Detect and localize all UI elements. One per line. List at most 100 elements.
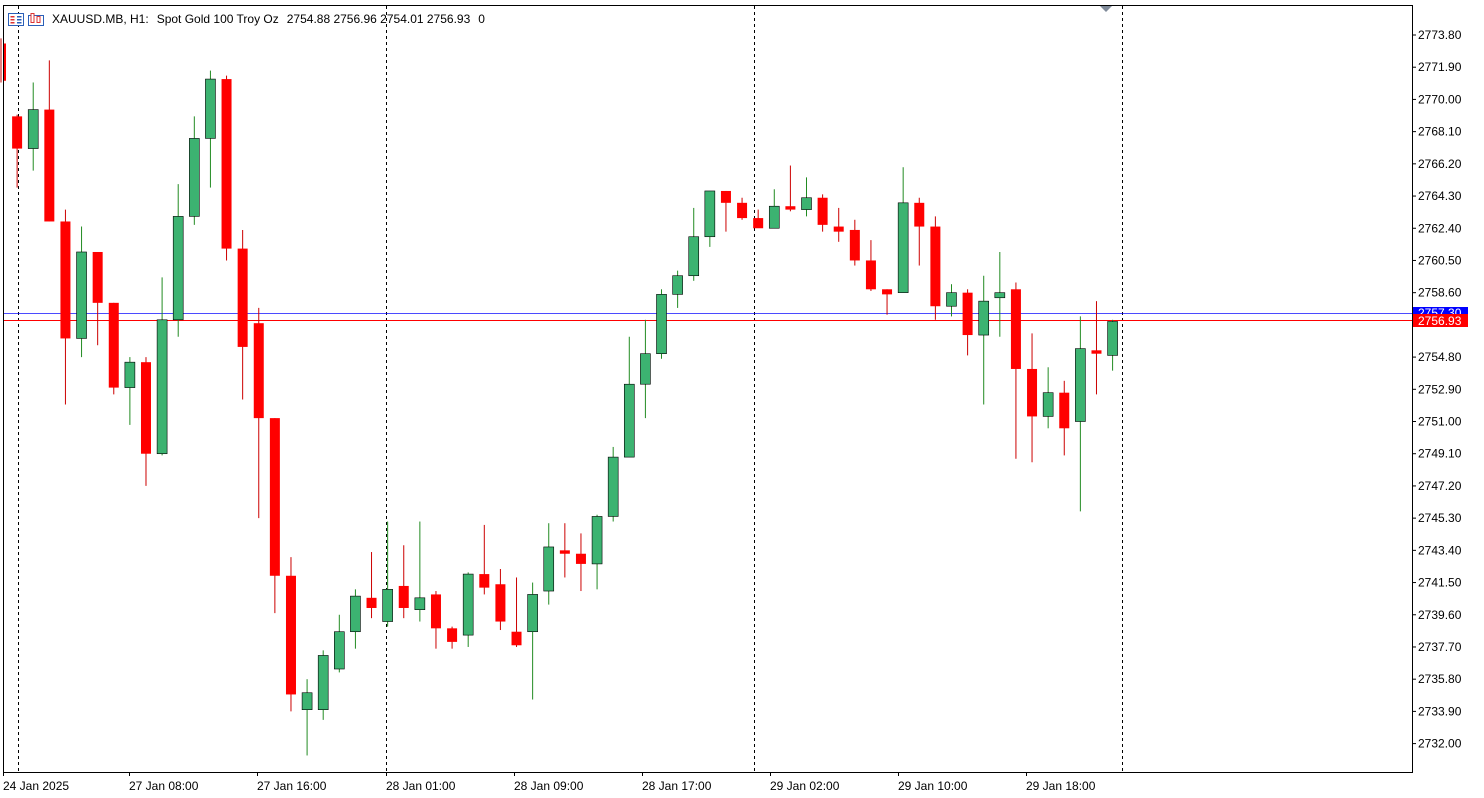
candle	[704, 190, 716, 247]
time-tick-label: 28 Jan 01:00	[386, 779, 456, 793]
chart-shift-marker-icon[interactable]	[1100, 6, 1112, 12]
candle	[543, 523, 555, 605]
candle-body	[994, 292, 1006, 299]
time-tick-label: 29 Jan 18:00	[1026, 779, 1096, 793]
trade-panel-icon[interactable]	[8, 12, 24, 26]
candle-body	[720, 190, 731, 203]
candle	[753, 209, 764, 229]
candle-body	[398, 585, 409, 608]
candle	[237, 229, 248, 400]
candle-body	[1075, 348, 1086, 422]
candle-body	[156, 319, 168, 455]
candle-body	[607, 456, 619, 517]
candle	[334, 614, 345, 673]
last-price-tag-label: 2756.93	[1418, 314, 1462, 328]
candles	[0, 38, 1118, 756]
candle	[640, 319, 651, 419]
candle-body	[591, 516, 603, 565]
candle-body	[382, 589, 393, 622]
price-tick-label: 2766.20	[1418, 157, 1462, 171]
candle-body	[301, 692, 313, 710]
candle-body	[930, 226, 941, 307]
candle	[559, 523, 570, 578]
candle-body	[60, 221, 71, 339]
candle	[60, 209, 71, 405]
candle-body	[447, 628, 458, 642]
candle-body	[559, 550, 570, 554]
candle	[253, 307, 264, 519]
candle-body	[817, 197, 828, 225]
price-tick-label: 2752.90	[1418, 382, 1462, 396]
time-tick-label: 29 Jan 02:00	[770, 779, 840, 793]
candle-body	[350, 595, 361, 633]
header-volume: 0	[478, 12, 485, 26]
candle-body	[221, 79, 232, 249]
price-tick-label: 2771.90	[1418, 60, 1462, 74]
price-tick-label: 2732.00	[1418, 737, 1462, 751]
price-tick-label: 2770.00	[1418, 92, 1462, 106]
price-tick-label: 2739.60	[1418, 608, 1462, 622]
time-tick-label: 29 Jan 10:00	[898, 779, 968, 793]
price-tick-label: 2741.50	[1418, 576, 1462, 590]
candle	[124, 357, 136, 425]
candle-body	[1010, 289, 1021, 369]
candle	[930, 216, 941, 320]
candle	[27, 82, 39, 171]
candle-body	[462, 573, 474, 636]
candle	[462, 572, 474, 647]
candle-body	[172, 216, 184, 321]
candle-body	[946, 292, 957, 307]
candle	[962, 289, 973, 356]
candle-body	[575, 553, 586, 564]
candle-body	[543, 546, 555, 592]
candle	[865, 240, 876, 291]
candle-body	[897, 202, 909, 293]
time-tick-label: 27 Jan 16:00	[257, 779, 327, 793]
candle	[833, 207, 844, 242]
price-tick-label: 2773.80	[1418, 28, 1462, 42]
candle-body	[1107, 321, 1118, 356]
candle-body	[27, 109, 39, 149]
plot-frame	[3, 5, 1413, 773]
candle	[1091, 301, 1102, 395]
candle-body	[656, 294, 667, 355]
candle-body	[269, 418, 280, 576]
candle	[414, 521, 426, 622]
candle	[205, 70, 216, 188]
indicator-icon[interactable]	[28, 12, 44, 26]
candle-body	[688, 236, 700, 277]
price-tick-label: 2737.70	[1418, 640, 1462, 654]
candle	[172, 184, 184, 337]
candle	[607, 446, 619, 522]
header-ohlc: 2754.88 2756.96 2754.01 2756.93	[286, 12, 471, 26]
candle	[656, 289, 667, 359]
candle	[317, 650, 329, 720]
candle	[221, 75, 232, 261]
time-axis[interactable]: 24 Jan 2025 27 Jan 08:00 27 Jan 16:00 28 Ja…	[3, 772, 1096, 793]
candle	[366, 552, 377, 619]
candle-body	[1059, 392, 1070, 429]
candle	[44, 60, 55, 222]
candle	[623, 336, 635, 458]
candle	[398, 545, 409, 619]
candle-body	[640, 353, 651, 385]
price-axis[interactable]: 2773.80 2771.90 2770.00 2768.10 2766.20 2764.…	[1412, 28, 1462, 751]
candle-body	[479, 574, 490, 588]
candle	[76, 226, 87, 358]
candle	[994, 251, 1006, 337]
candle	[801, 177, 812, 217]
candle-body	[253, 323, 264, 419]
candle-body	[317, 655, 329, 710]
candle-body	[511, 631, 522, 646]
candle	[946, 284, 957, 317]
candle-body	[4, 43, 6, 81]
candle	[430, 591, 441, 649]
price-tick-label: 2745.30	[1418, 511, 1462, 525]
candle	[108, 302, 119, 395]
candle	[720, 190, 731, 232]
candle	[882, 289, 893, 315]
candle-body	[753, 218, 764, 229]
